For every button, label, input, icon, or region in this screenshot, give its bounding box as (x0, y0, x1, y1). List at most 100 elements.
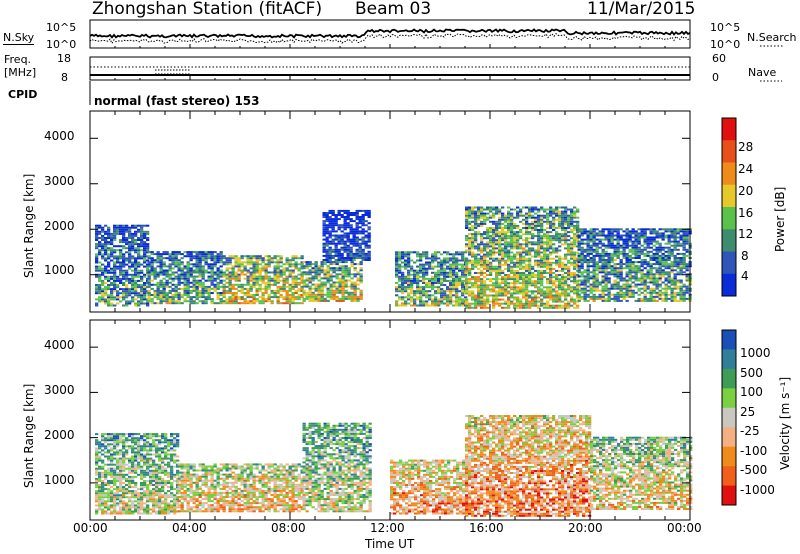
power-cell (477, 292, 481, 295)
power-cell (258, 255, 262, 258)
power-cell (576, 251, 580, 254)
power-cell (210, 281, 214, 284)
power-cell (314, 261, 318, 264)
power-cell (580, 275, 584, 278)
power-cell (580, 252, 584, 255)
power-cell (543, 237, 547, 240)
power-cell (634, 238, 638, 241)
power-region-5 (395, 251, 468, 307)
power-cell (670, 267, 674, 270)
power-cell (516, 306, 520, 309)
power-cell (474, 282, 478, 285)
power-cell (425, 296, 429, 299)
power-cell (555, 227, 559, 229)
power-cell (140, 257, 144, 260)
power-cell (452, 271, 456, 274)
power-cell (652, 291, 656, 294)
power-cell (679, 257, 683, 259)
power-cell (471, 245, 475, 248)
power-cell (492, 288, 496, 291)
power-cell (555, 237, 559, 240)
power-cell (458, 282, 462, 284)
power-cell (285, 294, 289, 296)
power-cell (122, 273, 126, 276)
power-cell (595, 287, 599, 290)
power-cell (540, 300, 544, 303)
power-cell (240, 273, 244, 276)
power-cell (670, 271, 674, 274)
power-cell (658, 265, 662, 268)
power-cell (416, 282, 420, 284)
power-cell (540, 208, 544, 211)
power-cell (143, 224, 147, 227)
power-cell (422, 282, 426, 284)
power-cell (592, 269, 596, 272)
power-cell (340, 240, 344, 243)
power-cell (546, 272, 550, 274)
power-cell (540, 292, 544, 295)
power-cell (131, 245, 135, 248)
power-cell (561, 290, 565, 293)
power-cell (601, 259, 605, 261)
power-cell (540, 290, 544, 293)
power-cell (522, 306, 526, 309)
power-cell (128, 267, 132, 270)
power-cell (308, 271, 312, 274)
power-cell (350, 263, 354, 266)
power-cell (113, 286, 117, 289)
power-cell (534, 224, 538, 227)
power-cell (640, 269, 644, 272)
power-cell (501, 288, 505, 291)
power-cell (552, 227, 556, 229)
power-cell (134, 226, 138, 229)
power-cell (643, 261, 647, 264)
power-cell (555, 298, 559, 301)
power-cell (607, 267, 611, 270)
power-cell (607, 261, 611, 264)
power-cell (134, 304, 138, 307)
power-cell (119, 224, 123, 227)
power-cell (670, 228, 674, 231)
power-cell (564, 214, 568, 217)
power-cell (122, 259, 126, 262)
power-cell (667, 285, 671, 288)
power-cell (589, 230, 593, 233)
power-cell (604, 234, 608, 237)
power-cell (489, 290, 493, 293)
power-cell (552, 296, 556, 299)
power-cell (134, 302, 138, 305)
power-cell (294, 296, 298, 299)
power-cell (540, 255, 544, 258)
power-cell (353, 291, 357, 294)
power-cell (434, 304, 438, 307)
power-cell (495, 269, 499, 272)
power-cell (101, 290, 105, 293)
power-cell (240, 271, 244, 274)
power-cell (592, 275, 596, 278)
power-cell (525, 229, 529, 231)
power-cell (461, 294, 465, 297)
power-cell (507, 302, 511, 305)
power-cell (504, 247, 508, 250)
power-cell (317, 285, 321, 288)
power-cell (583, 285, 587, 288)
power-cell (95, 275, 99, 278)
power-cell (361, 254, 365, 257)
power-cell (486, 286, 490, 289)
power-cell (344, 283, 348, 286)
power-cell (452, 259, 456, 262)
power-cell (337, 214, 341, 216)
power-cell (604, 254, 608, 257)
power-cell (359, 297, 363, 300)
power-cell (679, 259, 683, 261)
power-cell (440, 253, 444, 256)
power-cell (323, 297, 327, 300)
power-cell (282, 298, 286, 301)
power-cell (358, 218, 362, 221)
power-cell (443, 273, 447, 276)
power-cell (468, 251, 472, 254)
power-cell (95, 286, 99, 289)
power-cell (125, 292, 129, 295)
power-cell (219, 265, 223, 268)
power-cell (637, 236, 641, 239)
